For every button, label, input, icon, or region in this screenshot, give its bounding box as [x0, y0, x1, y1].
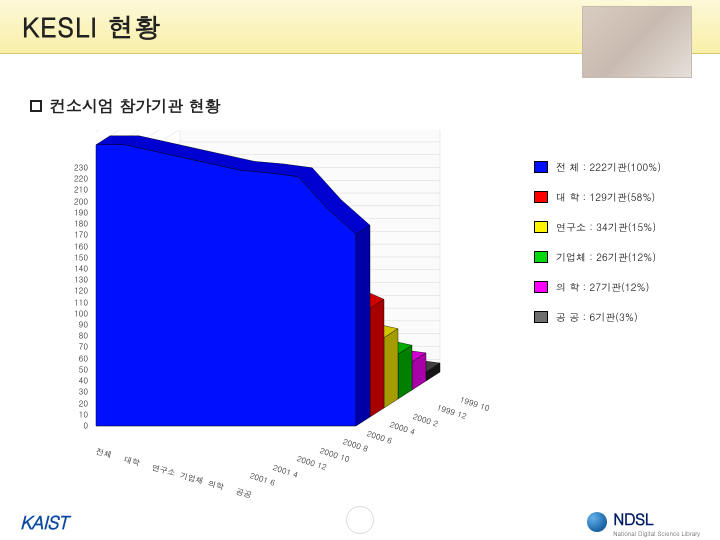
- legend-swatch: [534, 281, 548, 293]
- legend-label: 의 학 : 27기관(12%): [556, 280, 649, 294]
- header-photo: [582, 6, 692, 78]
- kaist-logo: KAIST: [20, 510, 68, 535]
- ndsl-globe-icon: [587, 512, 607, 532]
- chart-legend: 전 체 : 222기관(100%) 대 학 : 129기관(58%) 연구소 : 3…: [534, 160, 698, 340]
- legend-label: 대 학 : 129기관(58%): [556, 190, 655, 204]
- legend-label: 전 체 : 222기관(100%): [556, 160, 661, 174]
- legend-label: 연구소 : 34기관(15%): [556, 220, 656, 234]
- legend-swatch: [534, 311, 548, 323]
- legend-item: 연구소 : 34기관(15%): [534, 220, 698, 234]
- depth-category-label: 연구소: [151, 462, 177, 479]
- legend-item: 기업체 : 26기관(12%): [534, 250, 698, 264]
- bullet-icon: [30, 100, 42, 112]
- footer-circle-icon: [346, 506, 374, 534]
- ndsl-logo-text: NDSL: [613, 507, 700, 530]
- section-heading-label: 컨소시엄 참가기관 현황: [50, 94, 221, 117]
- chart-y-axis: 0102030405060708090100110120130140150160…: [60, 168, 88, 426]
- header-bar: KESLI 현황: [0, 0, 720, 54]
- legend-swatch: [534, 191, 548, 203]
- legend-item: 대 학 : 129기관(58%): [534, 190, 698, 204]
- depth-category-label: 의학: [207, 478, 225, 493]
- page-title: KESLI 현황: [22, 9, 161, 45]
- depth-category-label: 기업체: [179, 470, 205, 487]
- legend-label: 공 공 : 6기관(3%): [556, 310, 638, 324]
- legend-item: 공 공 : 6기관(3%): [534, 310, 698, 324]
- depth-category-label: 공공: [235, 486, 253, 501]
- legend-swatch: [534, 221, 548, 233]
- legend-item: 의 학 : 27기관(12%): [534, 280, 698, 294]
- footer: KAIST NDSL National Digital Science Libr…: [0, 504, 720, 540]
- legend-swatch: [534, 161, 548, 173]
- ndsl-logo-sub: National Digital Science Library: [613, 531, 700, 537]
- legend-swatch: [534, 251, 548, 263]
- legend-item: 전 체 : 222기관(100%): [534, 160, 698, 174]
- ndsl-logo: NDSL National Digital Science Library: [587, 507, 700, 537]
- legend-label: 기업체 : 26기관(12%): [556, 250, 656, 264]
- section-heading: 컨소시엄 참가기관 현황: [30, 94, 720, 117]
